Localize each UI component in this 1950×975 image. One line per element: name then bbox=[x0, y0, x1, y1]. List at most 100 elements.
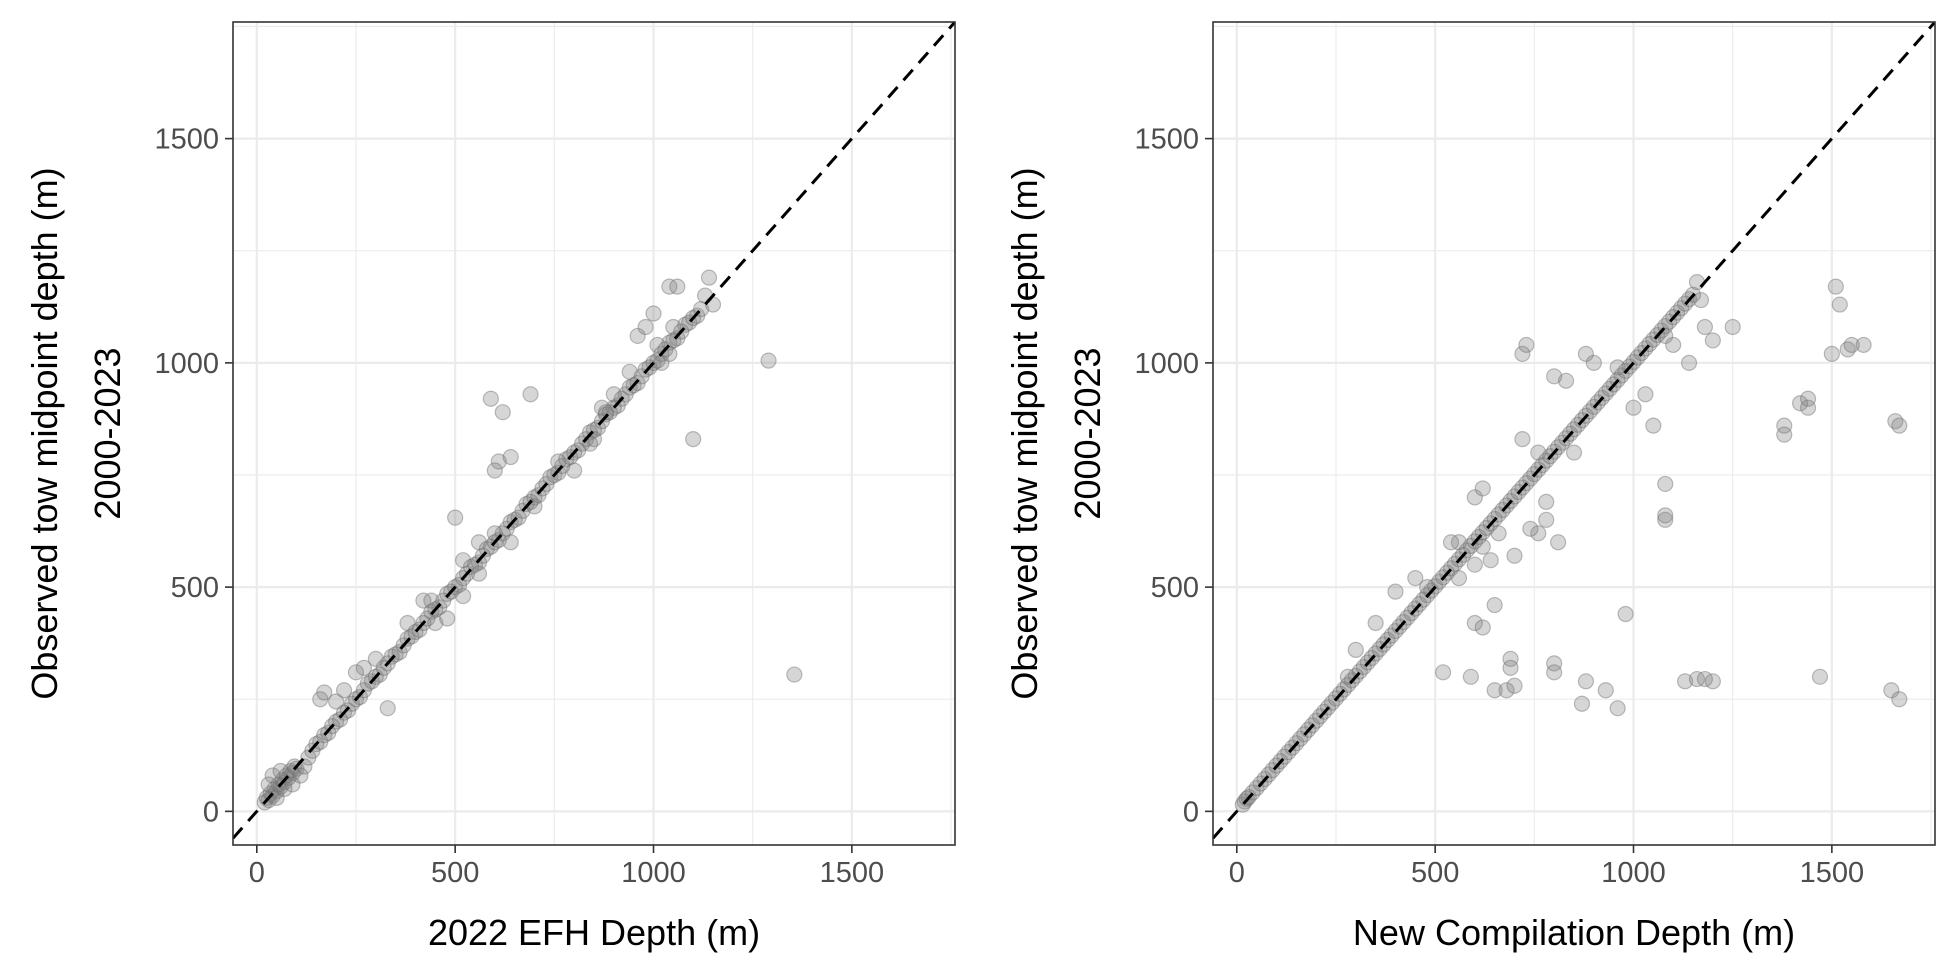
scatter-point bbox=[1637, 386, 1654, 403]
scatter-point bbox=[1577, 345, 1595, 362]
scatter-point bbox=[1462, 668, 1479, 685]
scatter-point bbox=[1474, 480, 1491, 497]
scatter-point bbox=[1827, 278, 1844, 295]
y-axis-title-line1: Observed tow midpoint depth (m) bbox=[1004, 167, 1045, 699]
scatter-point bbox=[1676, 673, 1694, 690]
y-tick-label: 500 bbox=[1151, 572, 1199, 604]
x-tick-label: 1000 bbox=[1601, 857, 1666, 889]
scatter-point bbox=[669, 278, 686, 295]
scatter-point bbox=[399, 614, 416, 632]
scatter-point bbox=[1811, 668, 1829, 685]
y-tick-label: 0 bbox=[1183, 796, 1199, 828]
scatter-point bbox=[1502, 659, 1519, 676]
scatter-point bbox=[1688, 670, 1706, 688]
scatter-point bbox=[391, 644, 408, 661]
scatter-point bbox=[1665, 336, 1682, 354]
scatter-point bbox=[685, 431, 702, 448]
scatter-point bbox=[661, 334, 678, 351]
scatter-point bbox=[379, 700, 396, 717]
scatter-point bbox=[1617, 605, 1634, 623]
scatter-point bbox=[482, 390, 499, 407]
scatter-point bbox=[1486, 596, 1503, 614]
scatter-point bbox=[490, 453, 507, 470]
scatter-point bbox=[1887, 413, 1904, 430]
scatter-point bbox=[649, 336, 666, 354]
scatter-point bbox=[1450, 534, 1468, 551]
scatter-point bbox=[1577, 673, 1595, 690]
scatter-point bbox=[312, 691, 329, 708]
scatter-point bbox=[1883, 682, 1900, 699]
scatter-point bbox=[1450, 570, 1468, 587]
scatter-point bbox=[454, 552, 472, 569]
scatter-point bbox=[1657, 475, 1674, 493]
scatter-point bbox=[1645, 417, 1662, 434]
scatter-point bbox=[1367, 614, 1384, 632]
scatter-point bbox=[1680, 354, 1698, 371]
x-tick-label: 1000 bbox=[621, 857, 686, 889]
scatter-point bbox=[566, 462, 583, 479]
scatter-point bbox=[1891, 691, 1908, 708]
x-axis-title: 2022 EFH Depth (m) bbox=[428, 912, 760, 953]
scatter-point bbox=[1530, 525, 1547, 542]
scatter-point bbox=[1855, 336, 1872, 354]
scatter-point bbox=[478, 540, 495, 558]
scatter-point bbox=[335, 682, 353, 699]
identity-reference-line bbox=[1213, 22, 1935, 840]
scatter-point bbox=[1657, 511, 1674, 528]
scatter-point bbox=[300, 749, 317, 766]
scatter-point bbox=[1387, 583, 1404, 600]
x-tick-label: 0 bbox=[249, 857, 265, 889]
scatter-point bbox=[1573, 695, 1591, 712]
scatter-point bbox=[1482, 552, 1499, 569]
x-tick-label: 500 bbox=[431, 857, 479, 889]
scatter-point bbox=[486, 462, 503, 479]
scatter-point bbox=[454, 587, 472, 605]
scatter-point bbox=[1704, 332, 1721, 349]
scatter-point bbox=[1546, 655, 1563, 672]
scatter-point bbox=[550, 453, 567, 470]
scatter-point bbox=[593, 399, 611, 416]
x-tick-label: 500 bbox=[1411, 857, 1459, 889]
scatter-point bbox=[1514, 431, 1531, 448]
x-tick-label: 1500 bbox=[820, 857, 885, 889]
scatter-point bbox=[1776, 417, 1793, 434]
scatter-point bbox=[1466, 489, 1483, 506]
scatter-point bbox=[1799, 399, 1817, 416]
scatter-point bbox=[284, 776, 301, 793]
scatter-point bbox=[645, 305, 662, 322]
scatter-point bbox=[1407, 570, 1424, 587]
scatter-point bbox=[1609, 359, 1626, 376]
scatter-point bbox=[1704, 673, 1721, 690]
scatter-point bbox=[1550, 534, 1567, 551]
scatter-point bbox=[1474, 538, 1491, 555]
scatter-point bbox=[264, 767, 281, 784]
scatter-point bbox=[462, 558, 480, 576]
panel-border bbox=[1212, 21, 1936, 846]
scatter-point bbox=[1565, 444, 1583, 461]
scatter-point bbox=[1506, 547, 1523, 564]
y-axis-title-line2: 2000-2023 bbox=[87, 347, 128, 519]
scatter-point bbox=[347, 664, 365, 681]
scatter-point bbox=[605, 386, 622, 403]
scatter-point bbox=[677, 316, 694, 333]
scatter-point bbox=[355, 659, 373, 676]
y-axis-title-line2: 2000-2023 bbox=[1067, 347, 1108, 519]
scatter-point bbox=[415, 592, 432, 609]
scatter-point bbox=[786, 666, 803, 683]
scatter-point bbox=[427, 614, 444, 632]
panel-border bbox=[232, 21, 956, 846]
scatter-point bbox=[1502, 650, 1519, 667]
scatter-point bbox=[470, 534, 488, 551]
scatter-point bbox=[522, 386, 539, 403]
scatter-point bbox=[1839, 341, 1856, 358]
scatter-point bbox=[700, 269, 718, 286]
scatter-point bbox=[665, 318, 682, 336]
scatter-point bbox=[470, 565, 488, 582]
scatter-point bbox=[1347, 641, 1364, 659]
scatter-point bbox=[1692, 291, 1710, 309]
scatter-point bbox=[1557, 372, 1575, 389]
scatter-point bbox=[1696, 318, 1714, 336]
y-tick-label: 1500 bbox=[154, 124, 219, 156]
scatter-point bbox=[1776, 426, 1793, 443]
